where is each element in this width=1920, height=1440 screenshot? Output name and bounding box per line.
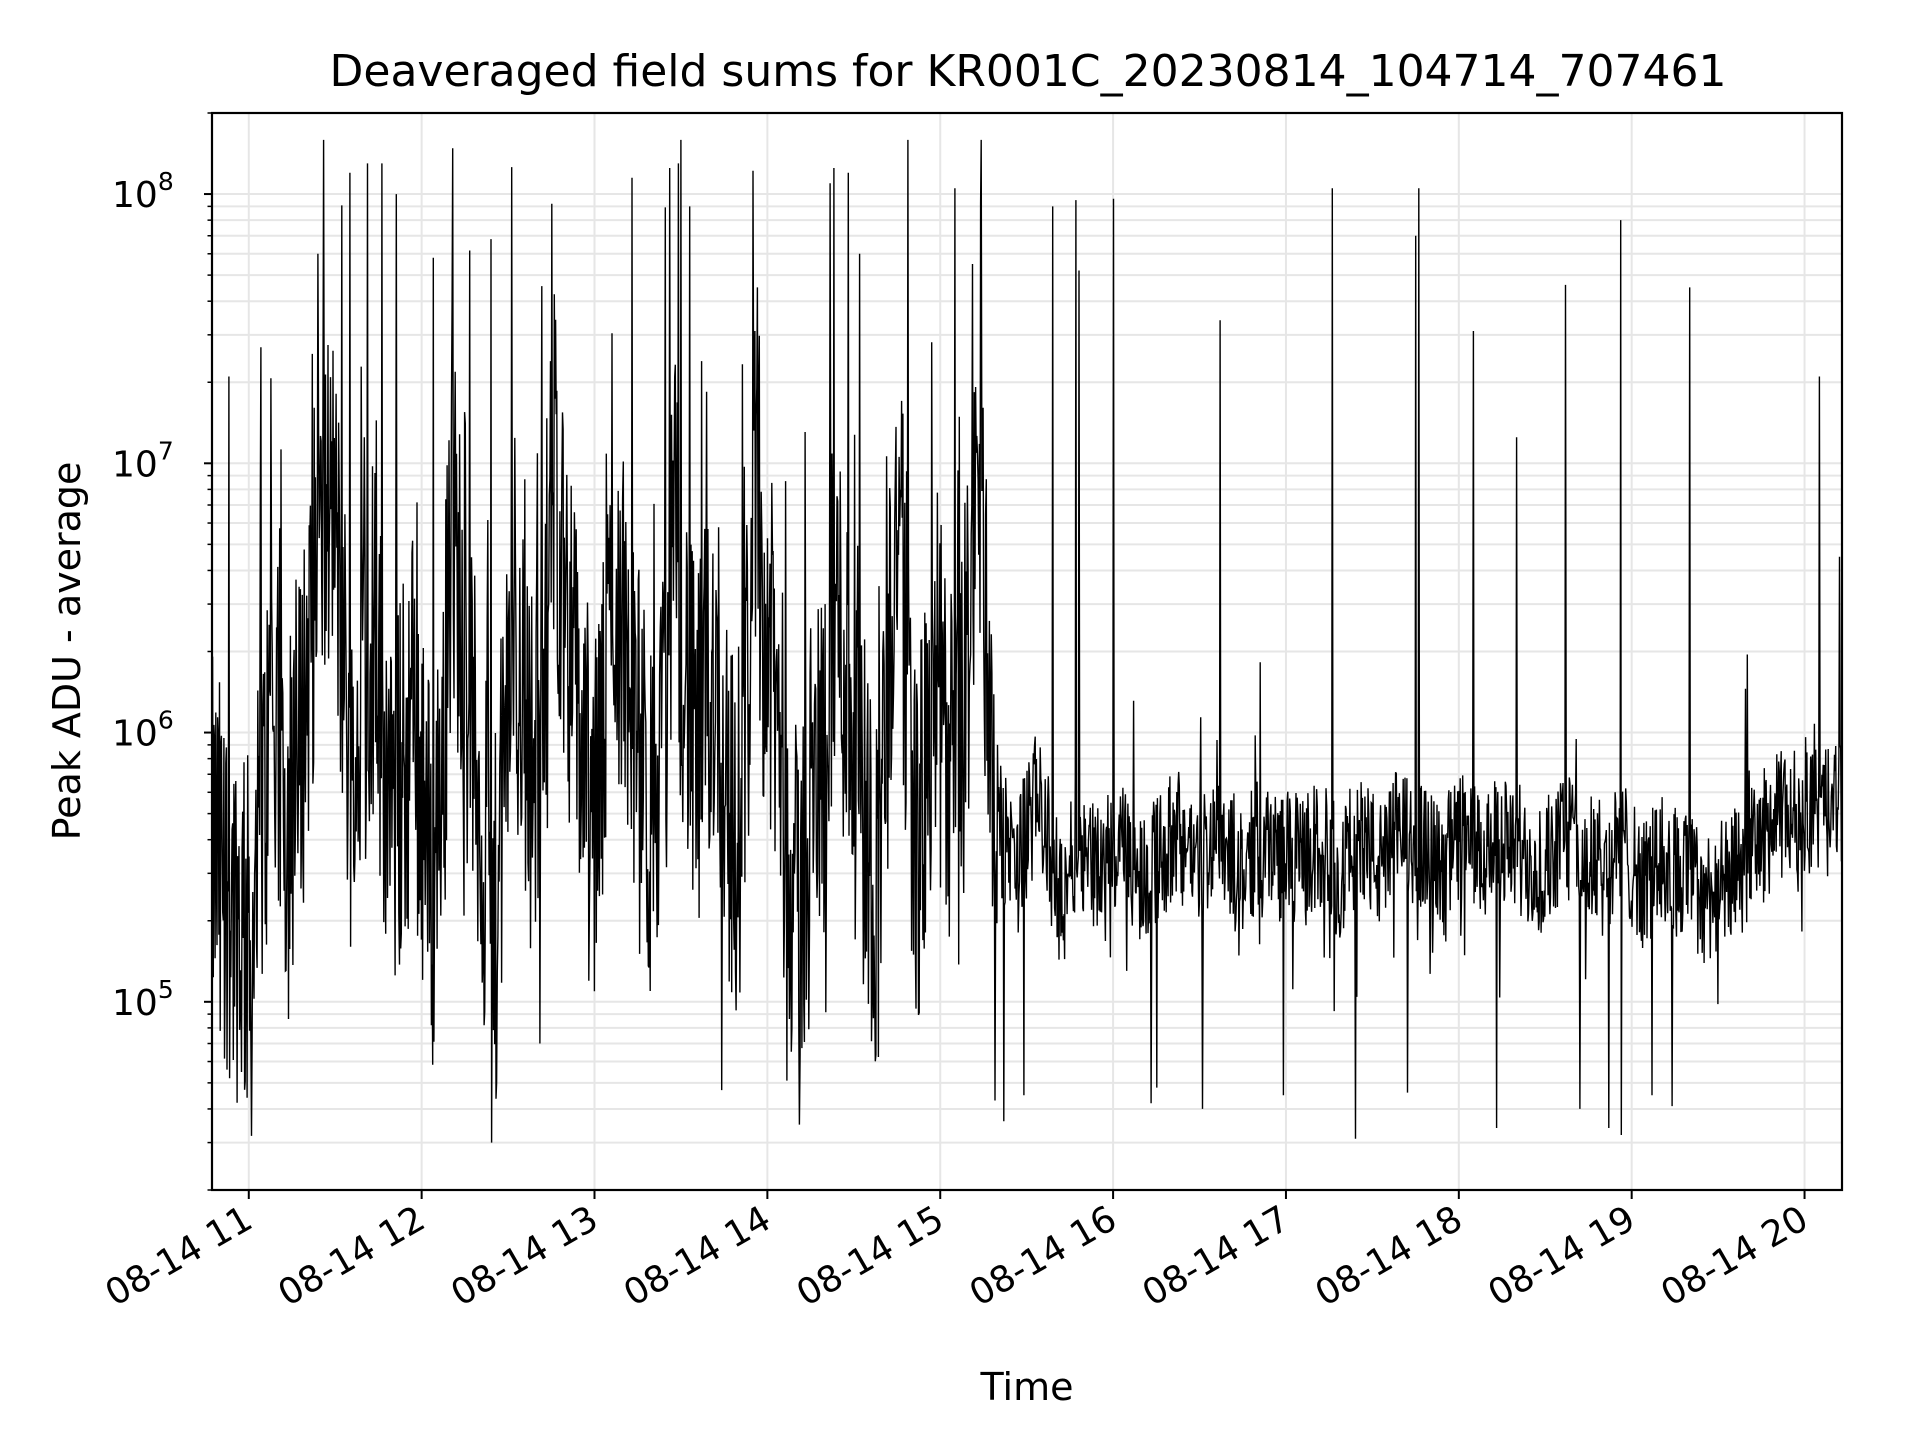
y-tick-label: 105 bbox=[112, 975, 174, 1024]
x-axis-label: Time bbox=[980, 1365, 1074, 1409]
y-tick-label: 107 bbox=[112, 436, 174, 485]
y-tick-label: 106 bbox=[112, 706, 174, 755]
grid bbox=[212, 112, 1842, 1191]
y-tick-label: 108 bbox=[112, 167, 174, 216]
chart-title: Deaveraged field sums for KR001C_2023081… bbox=[330, 46, 1727, 97]
series-line bbox=[211, 139, 1843, 1143]
y-axis: 105 106 107 108 bbox=[112, 112, 212, 1191]
series-line-group bbox=[211, 139, 1843, 1143]
y-axis-label: Peak ADU - average bbox=[45, 462, 89, 841]
